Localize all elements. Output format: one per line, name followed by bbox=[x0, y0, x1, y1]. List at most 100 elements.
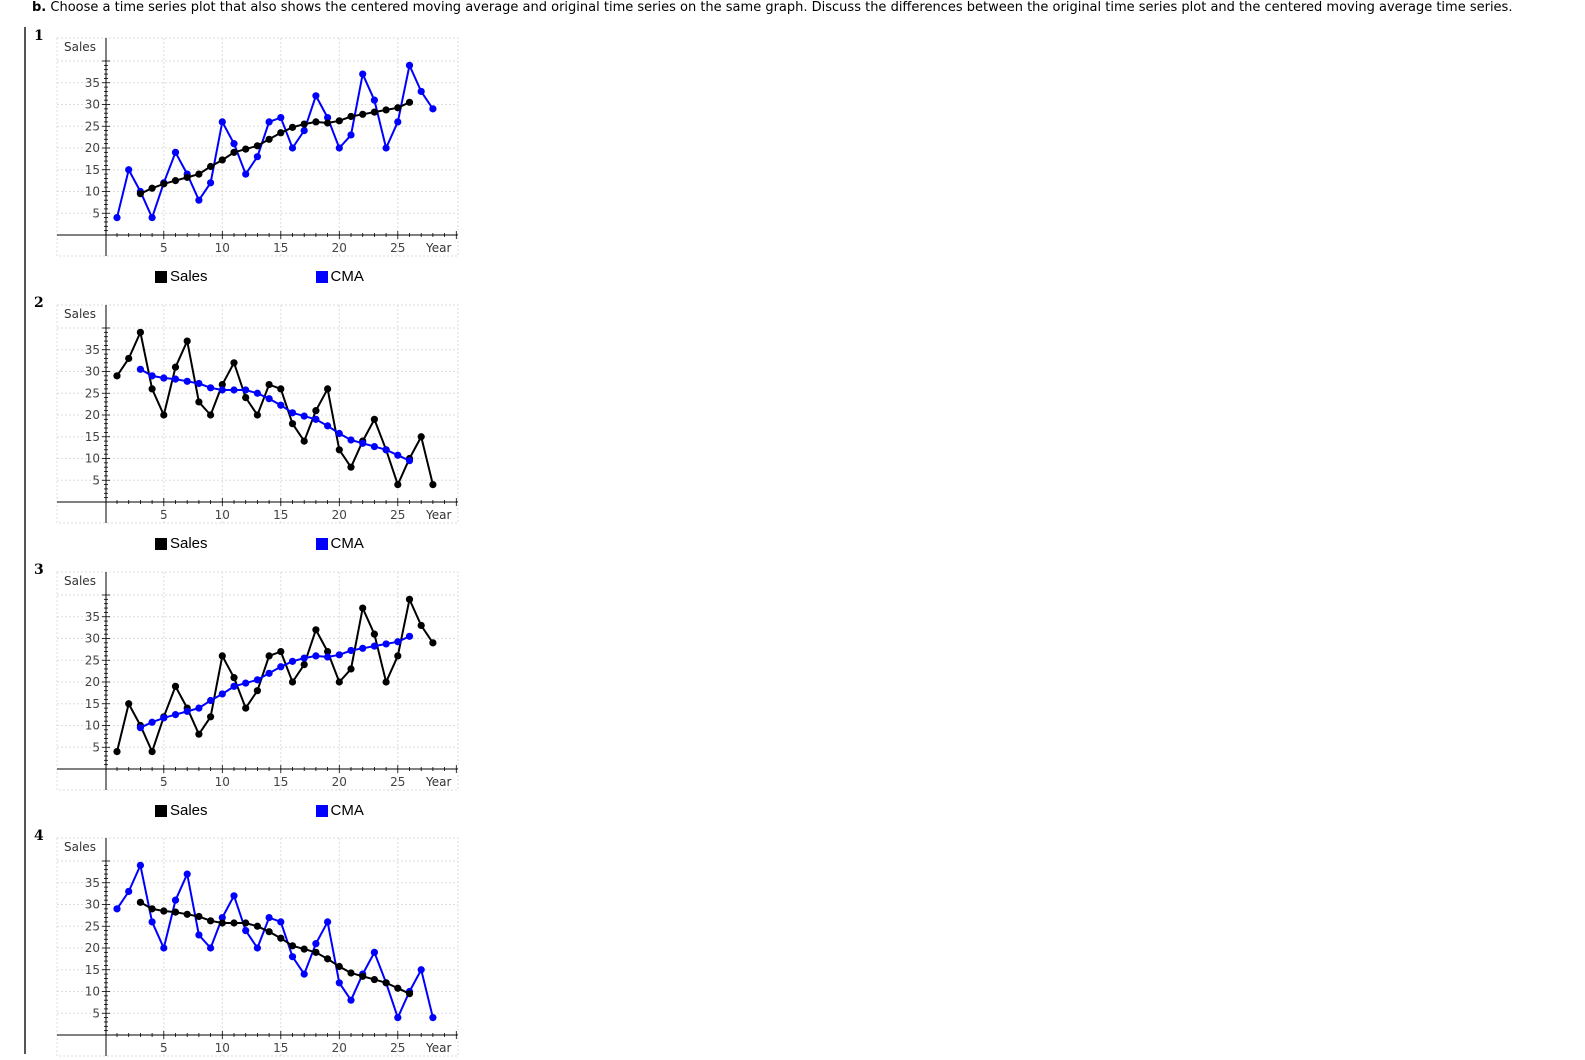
cma-series-point bbox=[195, 379, 203, 388]
question-body: Choose a time series plot that also show… bbox=[46, 0, 1513, 15]
cma-series-point bbox=[277, 129, 285, 137]
sales-series-point bbox=[230, 674, 238, 682]
sales-series-point bbox=[324, 647, 332, 656]
y-tick-label: 5 bbox=[92, 740, 100, 754]
y-tick-label: 25 bbox=[85, 653, 100, 667]
sales-series-point bbox=[394, 118, 402, 126]
cma-series-point bbox=[394, 984, 402, 992]
sales-series-point bbox=[417, 966, 425, 974]
y-tick-label: 25 bbox=[85, 919, 100, 933]
cma-series-point bbox=[148, 184, 156, 192]
cma-series-point bbox=[359, 972, 367, 980]
sales-series-point bbox=[125, 700, 133, 708]
y-tick-label: 10 bbox=[85, 452, 100, 466]
sales-series-point bbox=[207, 944, 215, 952]
sales-series-point bbox=[195, 730, 203, 738]
sales-series-point bbox=[324, 385, 332, 393]
sales-series-point bbox=[207, 411, 215, 419]
x-tick-label: 25 bbox=[390, 775, 405, 789]
y-axis-label: Sales bbox=[64, 307, 96, 321]
legend-cma-label: CMA bbox=[330, 535, 364, 552]
sales-series-point bbox=[417, 87, 425, 96]
sales-series-point bbox=[136, 328, 144, 336]
sales-series-point bbox=[253, 687, 261, 695]
cma-series-point bbox=[277, 934, 285, 942]
cma-series-point bbox=[195, 704, 203, 712]
cma-series-point bbox=[218, 156, 226, 164]
y-tick-label: 35 bbox=[85, 343, 100, 357]
cma-series-point bbox=[207, 162, 215, 171]
sales-series-point bbox=[242, 394, 250, 402]
sales-series-point bbox=[312, 92, 320, 100]
sales-series-point bbox=[160, 411, 168, 419]
y-tick-label: 25 bbox=[85, 386, 100, 400]
cma-series-point bbox=[394, 638, 402, 646]
option-number-1[interactable]: 1 bbox=[34, 28, 44, 44]
sales-series-point bbox=[183, 337, 191, 345]
cma-series-point bbox=[253, 922, 261, 930]
sales-series-point bbox=[324, 113, 332, 122]
x-tick-label: 25 bbox=[390, 1041, 405, 1055]
x-tick-label: 15 bbox=[273, 775, 288, 789]
cma-series-point bbox=[324, 422, 332, 430]
y-tick-label: 20 bbox=[85, 408, 100, 422]
sales-series-point bbox=[312, 626, 320, 634]
time-series-plot-1[interactable]: 5 10 15 20 25 30 35 5 10 15 20 25 Sales Year bbox=[0, 28, 470, 260]
y-tick-label: 35 bbox=[85, 610, 100, 624]
cma-series-point bbox=[265, 669, 273, 677]
y-tick-label: 10 bbox=[85, 985, 100, 999]
cma-series-point bbox=[242, 386, 250, 394]
sales-series-point bbox=[218, 913, 226, 922]
sales-series-line bbox=[116, 596, 434, 755]
sales-series-point bbox=[183, 870, 191, 878]
cma-series-point bbox=[405, 457, 414, 465]
sales-series-point bbox=[300, 970, 308, 978]
sales-series-point bbox=[265, 380, 273, 389]
sales-series-point bbox=[300, 661, 308, 669]
cma-series-point bbox=[288, 409, 297, 417]
cma-series-point bbox=[288, 123, 297, 131]
sales-series-point bbox=[171, 896, 180, 904]
sales-series-point bbox=[218, 380, 226, 389]
x-axis-label: Year bbox=[425, 775, 451, 789]
cma-series-point bbox=[136, 898, 144, 906]
option-number-3[interactable]: 3 bbox=[34, 562, 44, 578]
cma-series-point bbox=[324, 119, 332, 127]
sales-series-point bbox=[242, 170, 250, 178]
x-tick-label: 20 bbox=[332, 775, 347, 789]
time-series-plot-2[interactable]: 5 10 15 20 25 30 35 5 10 15 20 25 Sales Year bbox=[0, 295, 470, 527]
y-tick-label: 30 bbox=[85, 898, 100, 912]
cma-series bbox=[136, 898, 414, 998]
cma-series-point bbox=[370, 975, 378, 984]
sales-series-point bbox=[218, 652, 226, 660]
cma-series-point bbox=[335, 117, 343, 125]
time-series-plot-3[interactable]: 5 10 15 20 25 30 35 5 10 15 20 25 Sales Year bbox=[0, 562, 470, 794]
sales-series-point bbox=[394, 652, 402, 660]
cma-series-point bbox=[405, 990, 414, 998]
x-tick-label: 10 bbox=[215, 508, 230, 522]
cma-series-point bbox=[183, 377, 191, 385]
y-tick-label: 10 bbox=[85, 185, 100, 199]
cma-series-point bbox=[183, 707, 191, 715]
x-tick-label: 5 bbox=[160, 508, 168, 522]
cma-series-point bbox=[195, 170, 203, 178]
sales-series-point bbox=[230, 140, 238, 148]
time-series-plot-4[interactable]: 5 10 15 20 25 30 35 5 10 15 20 25 Sales Year bbox=[0, 828, 470, 1060]
legend-sales-label: Sales bbox=[170, 268, 208, 285]
sales-series-line bbox=[116, 62, 434, 221]
legend-sales-swatch bbox=[155, 271, 167, 283]
cma-series-point bbox=[335, 429, 343, 438]
sales-series-point bbox=[347, 131, 355, 139]
cma-series-point bbox=[300, 945, 308, 953]
sales-series-point bbox=[288, 420, 297, 428]
option-number-2[interactable]: 2 bbox=[34, 295, 44, 311]
sales-series-point bbox=[429, 481, 437, 489]
cma-series-point bbox=[230, 682, 238, 690]
sales-series-point bbox=[394, 481, 402, 489]
cma-series-point bbox=[370, 442, 378, 451]
x-tick-label: 5 bbox=[160, 241, 168, 255]
sales-series-point bbox=[253, 411, 261, 419]
x-tick-label: 25 bbox=[390, 241, 405, 255]
cma-series-point bbox=[370, 642, 378, 650]
option-number-4[interactable]: 4 bbox=[34, 828, 44, 844]
